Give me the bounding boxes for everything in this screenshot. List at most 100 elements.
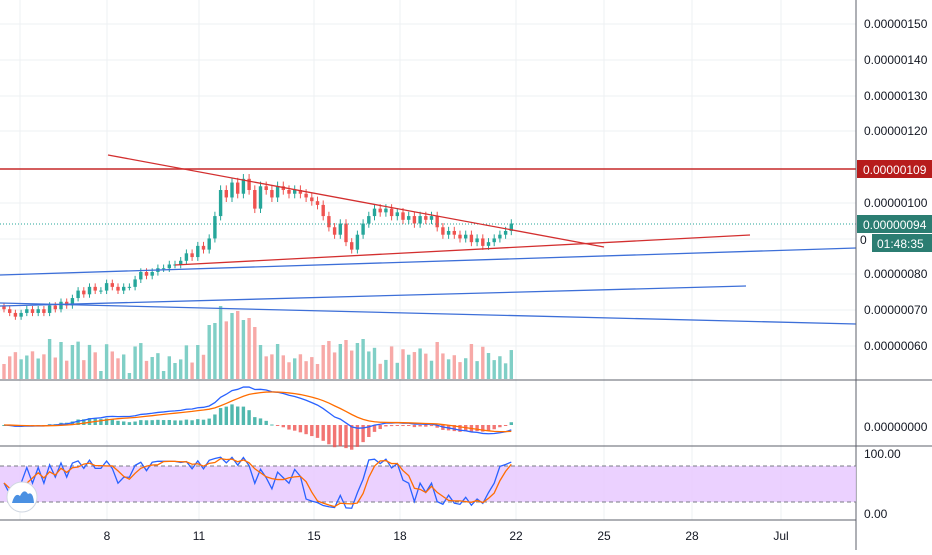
candle-body [104, 283, 109, 291]
volume-bar [116, 358, 120, 379]
volume-bar [395, 362, 399, 379]
macd-histogram-bar [275, 425, 280, 426]
ascending-support-trendline[interactable] [174, 234, 751, 266]
candlesticks [2, 174, 513, 320]
stoch-axis-lower-label: 0.00 [864, 507, 888, 521]
volume-bar [230, 313, 234, 379]
macd-histogram-bar [332, 425, 337, 448]
price-axis[interactable]: 0.00000150 0.00000140 0.00000130 0.00000… [857, 17, 932, 353]
volume-bar [321, 345, 325, 379]
macd-histogram-bar [378, 425, 382, 430]
macd-histogram-bar [355, 425, 360, 447]
volume-bar [19, 359, 23, 379]
candle-body [429, 216, 434, 220]
current-price-tag-label: 0.00000094 [863, 218, 927, 232]
time-axis[interactable]: 8 11 15 18 22 25 28 Jul [104, 529, 789, 543]
macd-histogram-bar [367, 425, 371, 437]
volume-bar [275, 344, 280, 379]
macd-histogram-bar [87, 418, 92, 425]
macd-histogram-bar [156, 419, 160, 425]
volume-bar [418, 348, 422, 379]
macd-histogram-bar [190, 420, 194, 425]
macd-histogram-bar [241, 406, 246, 425]
macd-histogram-bar [122, 421, 126, 425]
resistance-price-tag [857, 160, 932, 178]
time-label: 22 [509, 529, 523, 543]
macd-histogram-bar [401, 425, 405, 427]
candle-body [13, 312, 18, 317]
volume-bar [76, 341, 80, 379]
candle-body [355, 234, 360, 250]
macd-histogram-bar [104, 418, 109, 425]
macd-histogram-bar [486, 425, 491, 431]
candle-body [173, 264, 177, 266]
volume-bar [82, 360, 86, 379]
time-label: 18 [393, 529, 407, 543]
macd-histogram-bar [304, 425, 308, 435]
descending-resistance-trendline[interactable] [107, 154, 605, 248]
volume-bar [258, 345, 263, 379]
volume-bar [247, 318, 251, 379]
volume-bar [293, 358, 297, 379]
candle-body [36, 309, 40, 313]
volume-bar [2, 364, 6, 379]
volume-bar [401, 349, 405, 379]
volume-bar [310, 357, 314, 379]
volume-bar [503, 363, 508, 379]
price-label: 0.00000100 [864, 196, 928, 210]
candle-body [304, 193, 308, 198]
volume-bar [184, 345, 189, 379]
macd-histogram-bar [144, 420, 149, 425]
macd-histogram-bar [407, 425, 411, 426]
candle-body [116, 286, 120, 291]
candle-body [464, 234, 468, 239]
volume-bar [236, 311, 240, 379]
candle-body [82, 290, 86, 295]
resistance-price-tag-label: 0.00000109 [863, 163, 927, 177]
candle-body [287, 190, 291, 194]
volume-bar [350, 350, 354, 379]
volume-bar [161, 371, 166, 379]
tradingview-logo-icon[interactable] [6, 481, 38, 513]
candle-body [446, 230, 451, 235]
volume-bar [253, 327, 257, 379]
candle-body [139, 271, 143, 280]
volume-bar [287, 362, 291, 379]
candle-body [327, 216, 331, 228]
candle-body [167, 264, 171, 269]
volume-bar [167, 356, 171, 379]
volume-bar [509, 350, 513, 379]
macd-histogram-bar [230, 404, 234, 425]
candle-body [144, 271, 149, 276]
volume-bar [36, 358, 40, 379]
stoch-axis-upper-label: 100.00 [864, 447, 901, 461]
candle-body [498, 234, 502, 239]
candle-body [150, 271, 154, 276]
candle-body [207, 238, 211, 250]
macd-histogram-bar [412, 425, 417, 428]
macd-histogram-bar [389, 425, 394, 427]
blue-trendline-middle[interactable] [0, 285, 747, 307]
macd-histogram-bar [133, 421, 137, 425]
volume-bar [127, 373, 132, 379]
blue-trendline-lower[interactable] [0, 302, 857, 325]
candle-body [298, 190, 303, 194]
candle-body [384, 208, 388, 213]
candle-body [367, 216, 371, 224]
macd-signal-line [3, 391, 512, 433]
blue-trendline-upper[interactable] [0, 247, 857, 276]
volume-bar [8, 356, 12, 379]
volume-bar [435, 342, 439, 379]
time-label: 28 [685, 529, 699, 543]
macd-histogram-bar [321, 425, 325, 441]
macd-histogram-bar [327, 425, 331, 445]
countdown-label: 01:48:35 [877, 237, 924, 251]
volume-bar [30, 351, 35, 379]
candle-body [133, 279, 137, 287]
volume-bar [201, 354, 206, 379]
macd-histogram-bar [213, 414, 217, 425]
macd-histogram-bar [236, 406, 240, 425]
volume-bar [424, 353, 428, 379]
